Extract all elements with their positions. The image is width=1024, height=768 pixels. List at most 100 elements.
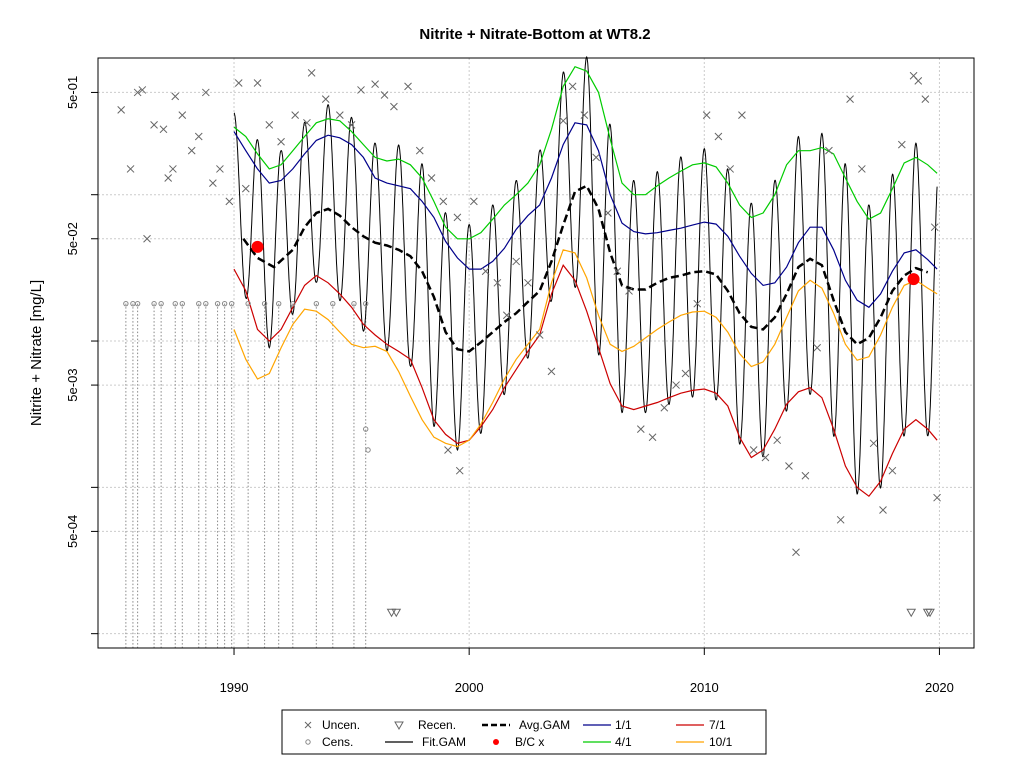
uncensored-point — [613, 267, 622, 276]
y-tick-label: 5e-02 — [65, 222, 80, 255]
censored-point — [245, 300, 251, 307]
series-layer — [233, 56, 938, 498]
uncensored-point — [825, 146, 833, 155]
uncensored-point — [930, 223, 939, 232]
uncensored-point — [672, 381, 680, 389]
uncensored-point — [636, 425, 645, 433]
uncensored-point — [836, 515, 845, 524]
censored-point — [179, 300, 185, 307]
uncensored-point — [738, 111, 746, 119]
legend-label-bc: B/C x — [515, 735, 544, 749]
legend-symbol-uncen — [304, 721, 312, 729]
uncensored-point — [481, 267, 490, 276]
uncensored-point — [117, 106, 126, 114]
uncensored-point — [194, 132, 203, 141]
uncensored-point — [335, 111, 344, 119]
uncensored-point — [133, 88, 142, 97]
uncensored-point — [225, 197, 234, 206]
uncensored-point — [380, 91, 389, 99]
censored-point — [221, 300, 228, 307]
censored-point — [261, 300, 268, 307]
x-tick-label: 2020 — [925, 680, 954, 695]
uncensored-point — [390, 102, 398, 111]
recensored-point — [391, 608, 402, 618]
uncensored-point — [439, 197, 448, 206]
uncensored-point — [512, 257, 521, 266]
series-line-d7_1 — [233, 264, 938, 498]
uncensored-point — [138, 86, 147, 94]
fit-gam-line — [233, 56, 938, 495]
censored-point — [290, 300, 296, 307]
uncensored-point — [693, 299, 702, 308]
uncensored-point — [178, 111, 187, 119]
legend-label-fit: Fit.GAM — [422, 735, 466, 749]
uncensored-point — [169, 165, 177, 173]
uncensored-point — [568, 82, 577, 91]
recensored-point — [386, 608, 397, 618]
x-tick-label: 2000 — [455, 680, 484, 695]
y-tick-label: 5e-03 — [65, 368, 80, 401]
uncensored-point — [455, 466, 464, 475]
x-tick-label: 1990 — [220, 680, 249, 695]
uncensored-point — [846, 95, 854, 103]
censored-point — [276, 300, 282, 307]
uncensored-point — [415, 146, 424, 155]
points-layer — [117, 69, 941, 618]
legend-label-cens: Cens. — [322, 735, 353, 749]
bc-point — [907, 273, 920, 286]
censored-point — [203, 300, 209, 307]
legend-box — [281, 709, 767, 755]
uncensored-point — [592, 153, 600, 162]
uncensored-point — [502, 311, 511, 320]
uncensored-point — [404, 82, 412, 91]
uncensored-point — [234, 79, 243, 87]
censored-point — [134, 300, 141, 307]
legend-label-d10_1: 10/1 — [709, 735, 733, 749]
censored-point — [172, 300, 178, 307]
uncensored-point — [493, 278, 502, 287]
uncensored-point — [869, 439, 878, 448]
legend-symbol-cens — [305, 739, 311, 745]
censored-point — [330, 300, 336, 307]
legend-label-recen: Recen. — [418, 718, 456, 732]
y-tick-label: 5e-04 — [65, 515, 80, 548]
uncensored-point — [702, 111, 711, 119]
uncensored-point — [535, 331, 544, 339]
uncensored-point — [648, 433, 657, 442]
uncensored-point — [933, 493, 941, 502]
uncensored-point — [150, 121, 158, 129]
uncensored-point — [580, 111, 589, 119]
series-line-d1_1 — [233, 122, 938, 309]
uncensored-point — [444, 446, 452, 454]
uncensored-point — [307, 69, 316, 77]
uncensored-point — [604, 209, 612, 217]
uncensored-point — [813, 343, 822, 352]
uncensored-point — [761, 453, 770, 462]
uncensored-point — [914, 76, 923, 85]
uncensored-point — [187, 146, 196, 155]
uncensored-point — [726, 165, 735, 173]
legend-label-avg: Avg.GAM — [519, 718, 570, 732]
uncensored-point — [303, 118, 311, 127]
chart-title: Nitrite + Nitrate-Bottom at WT8.2 — [419, 26, 650, 43]
uncensored-point — [321, 95, 330, 103]
uncensored-point — [857, 165, 866, 173]
uncensored-point — [159, 125, 168, 134]
legend-label-d1_1: 1/1 — [615, 718, 632, 732]
uncensored-point — [277, 137, 285, 146]
censored-point — [363, 300, 369, 307]
recensored-point — [925, 608, 935, 618]
uncensored-point — [453, 213, 462, 222]
x-tick-label: 2010 — [690, 680, 719, 695]
uncensored-point — [714, 132, 723, 141]
uncensored-point — [470, 197, 478, 206]
uncensored-point — [371, 80, 379, 88]
censored-point — [151, 300, 157, 307]
uncensored-point — [265, 121, 274, 129]
uncensored-point — [625, 287, 633, 295]
uncensored-point — [253, 79, 262, 87]
uncensored-point — [888, 466, 897, 475]
y-axis-label: Nitrite + Nitrate [mg/L] — [28, 280, 45, 426]
